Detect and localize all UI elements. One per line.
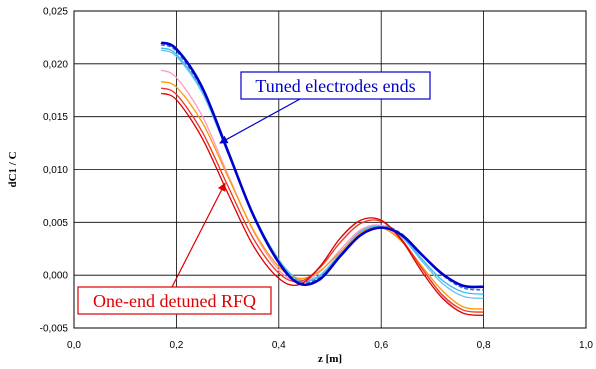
annotation-detuned-label: One-end detuned RFQ: [93, 291, 256, 311]
annotation-tuned-box: [240, 71, 431, 100]
x-tick-label: 1,0: [579, 340, 593, 351]
y-tick-label: 0,020: [43, 59, 68, 70]
series-line-8: [160, 92, 484, 316]
y-tick-label: 0,015: [43, 112, 68, 123]
y-axis-title: dC1 / C: [7, 151, 19, 187]
series-line-1: [160, 41, 484, 289]
x-tick-label: 0,6: [374, 340, 388, 351]
x-tick-label: 0,8: [477, 340, 491, 351]
x-tick-label: 0,4: [272, 340, 286, 351]
plot-area: [73, 10, 587, 329]
series-lines: [160, 41, 484, 316]
y-tick-label: 0,025: [43, 7, 68, 18]
annotation-detuned-box: [77, 286, 272, 315]
annotation-tuned-label: Tuned electrodes ends: [255, 76, 415, 96]
y-tick-labels: -0,005 0,000 0,005 0,010 0,015 0,020 0,025: [40, 7, 69, 335]
y-tick-label: 0,000: [43, 271, 68, 282]
x-tick-labels: 0,0 0,2 0,4 0,6 0,8 1,0: [67, 340, 593, 351]
annotation-tuned: Tuned electrodes ends: [219, 71, 431, 144]
y-tick-label: -0,005: [40, 324, 69, 335]
series-line-7: [160, 87, 484, 313]
x-tick-label: 0,0: [67, 340, 81, 351]
y-tick-label: 0,010: [43, 165, 68, 176]
x-axis-title: z [m]: [318, 353, 342, 365]
y-tick-label: 0,005: [43, 218, 68, 229]
annotation-detuned: One-end detuned RFQ: [77, 182, 272, 315]
series-line-4: [160, 49, 484, 300]
x-tick-label: 0,2: [169, 340, 183, 351]
grid-lines: [73, 10, 587, 329]
series-line-6: [160, 81, 484, 310]
annotation-tuned-arrow: [219, 98, 301, 144]
annotation-detuned-arrow: [171, 182, 226, 288]
